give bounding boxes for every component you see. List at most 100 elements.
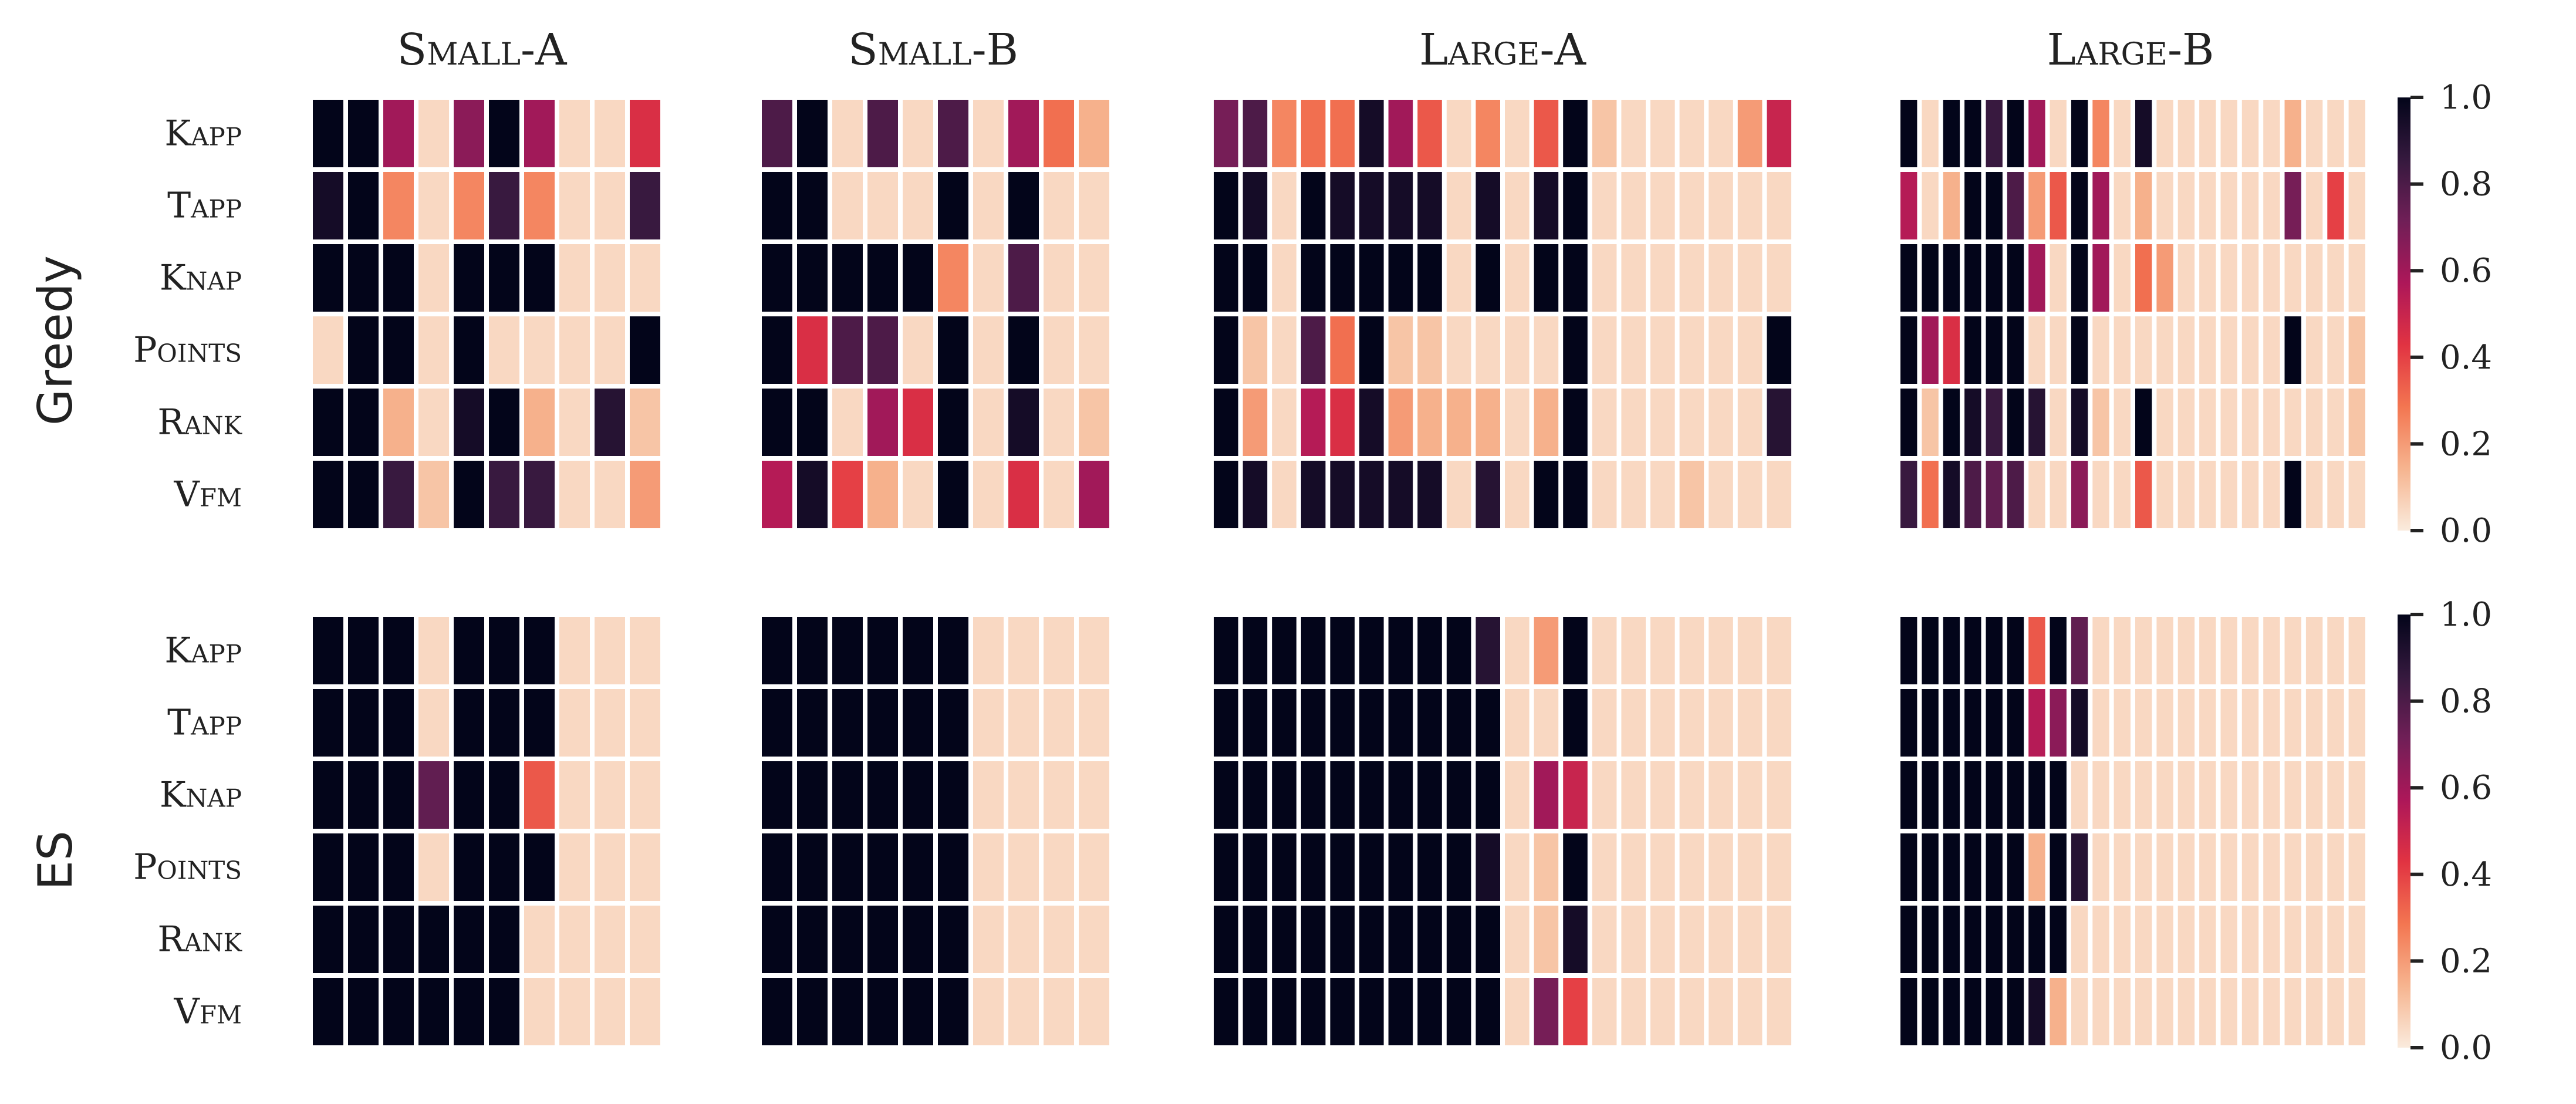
- heatmap-cell: [1476, 617, 1500, 684]
- heatmap-cell: [2156, 172, 2173, 239]
- heatmap-cell: [762, 617, 792, 684]
- heatmap-cell: [2028, 617, 2045, 684]
- heatmap-cell: [1767, 244, 1791, 312]
- heatmap-cell: [2348, 978, 2365, 1045]
- heatmap-cell: [1008, 761, 1039, 829]
- heatmap-cell: [832, 244, 863, 312]
- heatmap-cell: [1900, 316, 1917, 384]
- heatmap-cell: [559, 906, 590, 973]
- heatmap-cell: [1388, 617, 1413, 684]
- heatmap-cell: [832, 316, 863, 384]
- heatmap-cell: [418, 978, 449, 1045]
- heatmap-cell: [2177, 906, 2195, 973]
- heatmap-cell: [1079, 617, 1109, 684]
- heatmap-cell: [1417, 389, 1442, 456]
- heatmap-cell: [1476, 906, 1500, 973]
- heatmap-cell: [2007, 978, 2024, 1045]
- colorbar-tick-label: 0.4: [2440, 339, 2492, 377]
- heatmap-cell: [1008, 689, 1039, 757]
- heatmap-cell: [1272, 761, 1297, 829]
- heatmap-cell: [489, 389, 519, 456]
- heatmap-cell: [1214, 978, 1238, 1045]
- heatmap-cell: [2199, 244, 2216, 312]
- heatmap-panel-es-small-a: [313, 617, 660, 1045]
- heatmap-cell: [2305, 978, 2323, 1045]
- heatmap-cell: [973, 833, 1004, 901]
- heatmap-cell: [762, 461, 792, 528]
- heatmap-cell: [1301, 172, 1326, 239]
- heatmap-cell: [595, 761, 625, 829]
- heatmap-panel-es-small-b: [762, 617, 1109, 1045]
- heatmap-cell: [973, 906, 1004, 973]
- heatmap-cell: [630, 761, 660, 829]
- heatmap-cell: [2071, 389, 2088, 456]
- heatmap-cell: [2007, 244, 2024, 312]
- heatmap-cell: [2348, 389, 2365, 456]
- heatmap-cell: [559, 617, 590, 684]
- heatmap-cell: [1922, 906, 1939, 973]
- heatmap-cell: [595, 389, 625, 456]
- heatmap-cell: [1476, 689, 1500, 757]
- colorbar-tick-label: 0.6: [2440, 769, 2492, 807]
- heatmap-cell: [1922, 316, 1939, 384]
- heatmap-cell: [2050, 389, 2067, 456]
- heatmap-cell: [903, 761, 933, 829]
- heatmap-cell: [1563, 761, 1588, 829]
- heatmap-cell: [1592, 906, 1617, 973]
- heatmap-cell: [1505, 461, 1530, 528]
- heatmap-cell: [2050, 689, 2067, 757]
- heatmap-cell: [1922, 617, 1939, 684]
- heatmap-cell: [903, 689, 933, 757]
- heatmap-cell: [1650, 833, 1675, 901]
- heatmap-cell: [1214, 461, 1238, 528]
- heatmap-cell: [1563, 978, 1588, 1045]
- heatmap-cell: [2284, 906, 2301, 973]
- heatmap-cell: [1592, 461, 1617, 528]
- group-labels: Greedy ES: [28, 255, 83, 890]
- heatmap-cell: [832, 172, 863, 239]
- column-title-small-b: Small-B: [848, 25, 1018, 75]
- heatmap-cell: [1943, 461, 1960, 528]
- heatmap-cell: [559, 244, 590, 312]
- row-label-tapp: Tapp: [167, 185, 242, 227]
- heatmap-cell: [1964, 316, 1981, 384]
- heatmap-cell: [1008, 978, 1039, 1045]
- heatmap-cell: [2135, 172, 2152, 239]
- heatmap-cell: [1476, 172, 1500, 239]
- heatmap-cell: [867, 100, 898, 167]
- heatmap-cell: [1563, 100, 1588, 167]
- heatmap-cell: [2114, 617, 2131, 684]
- heatmap-cell: [1079, 906, 1109, 973]
- heatmap-cell: [1008, 461, 1039, 528]
- heatmap-cell: [2177, 100, 2195, 167]
- heatmap-cell: [1986, 172, 2003, 239]
- heatmap-cell: [348, 978, 379, 1045]
- heatmap-cell: [2348, 461, 2365, 528]
- heatmap-cell: [1922, 461, 1939, 528]
- heatmap-cell: [454, 316, 484, 384]
- heatmap-cell: [1417, 906, 1442, 973]
- heatmap-cell: [2071, 617, 2088, 684]
- heatmap-cell: [1008, 906, 1039, 973]
- heatmap-cell: [762, 833, 792, 901]
- heatmap-cells: [313, 100, 2365, 1045]
- heatmap-cell: [1446, 316, 1471, 384]
- heatmap-cell: [1214, 244, 1238, 312]
- heatmap-cell: [489, 906, 519, 973]
- heatmap-cell: [1679, 244, 1704, 312]
- heatmap-cell: [938, 172, 968, 239]
- heatmap-cell: [524, 761, 555, 829]
- heatmap-cell: [2327, 461, 2344, 528]
- heatmap-cell: [2135, 100, 2152, 167]
- heatmap-cell: [524, 833, 555, 901]
- heatmap-cell: [903, 172, 933, 239]
- heatmap-cell: [313, 244, 343, 312]
- heatmap-cell: [1709, 461, 1733, 528]
- heatmap-cell: [1621, 172, 1646, 239]
- heatmap-cell: [1767, 617, 1791, 684]
- heatmap-cell: [2305, 461, 2323, 528]
- heatmap-cell: [418, 689, 449, 757]
- heatmap-cell: [1079, 100, 1109, 167]
- heatmap-cell: [1621, 461, 1646, 528]
- heatmap-cell: [1986, 689, 2003, 757]
